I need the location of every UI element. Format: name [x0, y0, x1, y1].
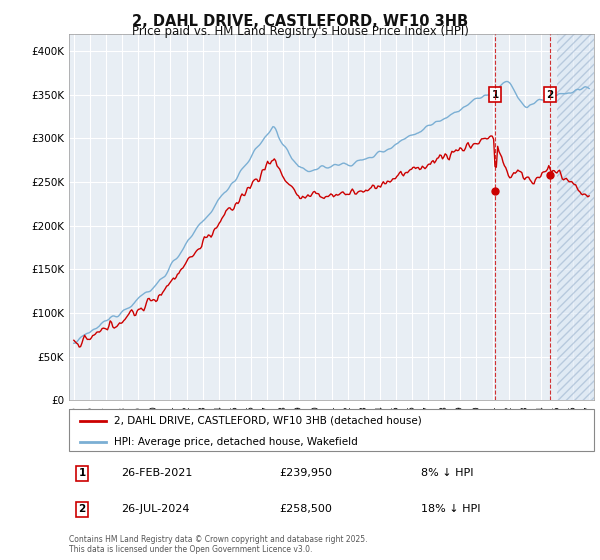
Text: 2, DAHL DRIVE, CASTLEFORD, WF10 3HB (detached house): 2, DAHL DRIVE, CASTLEFORD, WF10 3HB (det…	[113, 416, 421, 426]
Text: 18% ↓ HPI: 18% ↓ HPI	[421, 505, 480, 515]
Text: 26-JUL-2024: 26-JUL-2024	[121, 505, 190, 515]
Text: 1: 1	[491, 90, 499, 100]
FancyBboxPatch shape	[69, 409, 594, 451]
Text: 8% ↓ HPI: 8% ↓ HPI	[421, 468, 473, 478]
Text: £258,500: £258,500	[279, 505, 332, 515]
Text: Contains HM Land Registry data © Crown copyright and database right 2025.
This d: Contains HM Land Registry data © Crown c…	[69, 535, 367, 554]
Text: 1: 1	[79, 468, 86, 478]
Text: 2: 2	[547, 90, 554, 100]
Bar	[557, 34, 594, 400]
Bar	[557, 34, 594, 400]
Text: HPI: Average price, detached house, Wakefield: HPI: Average price, detached house, Wake…	[113, 437, 358, 446]
Text: 26-FEB-2021: 26-FEB-2021	[121, 468, 193, 478]
Text: £239,950: £239,950	[279, 468, 332, 478]
Text: 2: 2	[79, 505, 86, 515]
Text: 2, DAHL DRIVE, CASTLEFORD, WF10 3HB: 2, DAHL DRIVE, CASTLEFORD, WF10 3HB	[132, 14, 468, 29]
Text: Price paid vs. HM Land Registry's House Price Index (HPI): Price paid vs. HM Land Registry's House …	[131, 25, 469, 38]
